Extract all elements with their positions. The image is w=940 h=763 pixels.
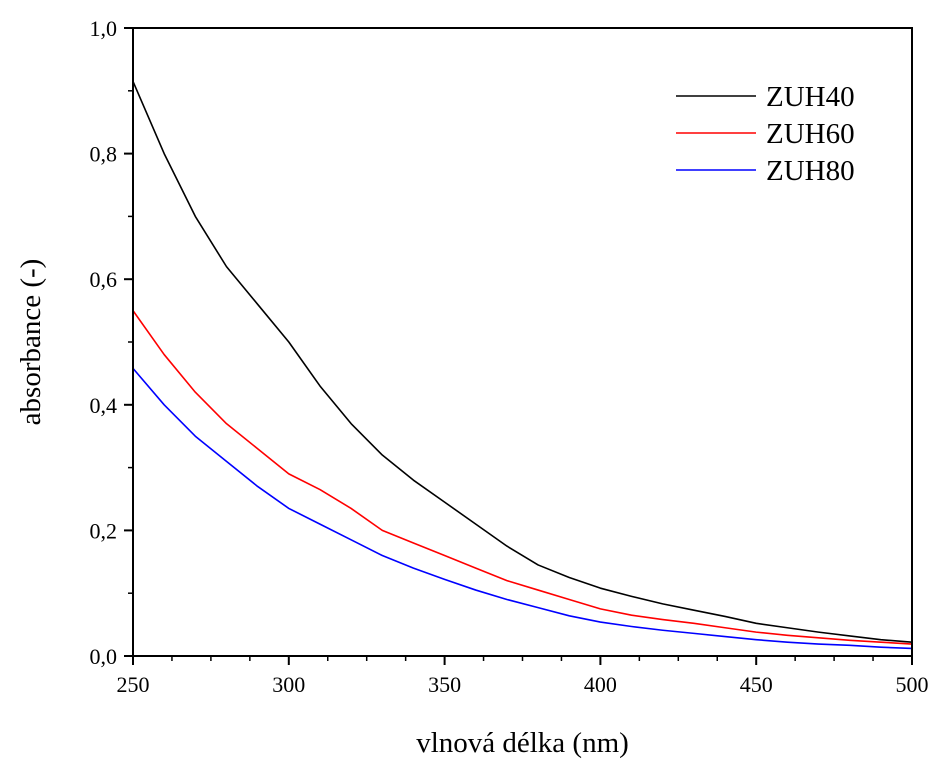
legend-label-zuh40: ZUH40 — [766, 81, 855, 113]
legend-label-zuh80: ZUH80 — [766, 155, 855, 187]
x-tick-label: 500 — [896, 672, 929, 697]
plot-frame — [132, 27, 913, 657]
x-tick-label: 350 — [428, 672, 461, 697]
x-tick-label: 300 — [272, 672, 305, 697]
series-line-zuh80 — [132, 367, 913, 650]
x-tick-label: 450 — [740, 672, 773, 697]
series-lines — [132, 81, 913, 650]
tick-labels: 250 300 350 400 450 500 0,0 0,2 0,4 0,6 0,8 1,0 — [90, 16, 929, 697]
y-tick-label: 0,6 — [90, 267, 118, 292]
x-axis-title: vlnová délka (nm) — [416, 727, 629, 759]
y-tick-label: 0,8 — [90, 142, 118, 167]
x-tick-label: 400 — [584, 672, 617, 697]
series-line-zuh60 — [132, 310, 913, 645]
y-tick-label: 0,0 — [90, 644, 118, 669]
legend: ZUH40 ZUH60 ZUH80 — [676, 81, 855, 187]
y-tick-label: 1,0 — [90, 16, 118, 41]
series-line-zuh40 — [132, 81, 913, 643]
legend-label-zuh60: ZUH60 — [766, 118, 855, 150]
y-tick-label: 0,2 — [90, 518, 118, 543]
y-axis-title: absorbance (-) — [15, 259, 47, 426]
y-tick-label: 0,4 — [90, 393, 118, 418]
x-tick-label: 250 — [117, 672, 150, 697]
